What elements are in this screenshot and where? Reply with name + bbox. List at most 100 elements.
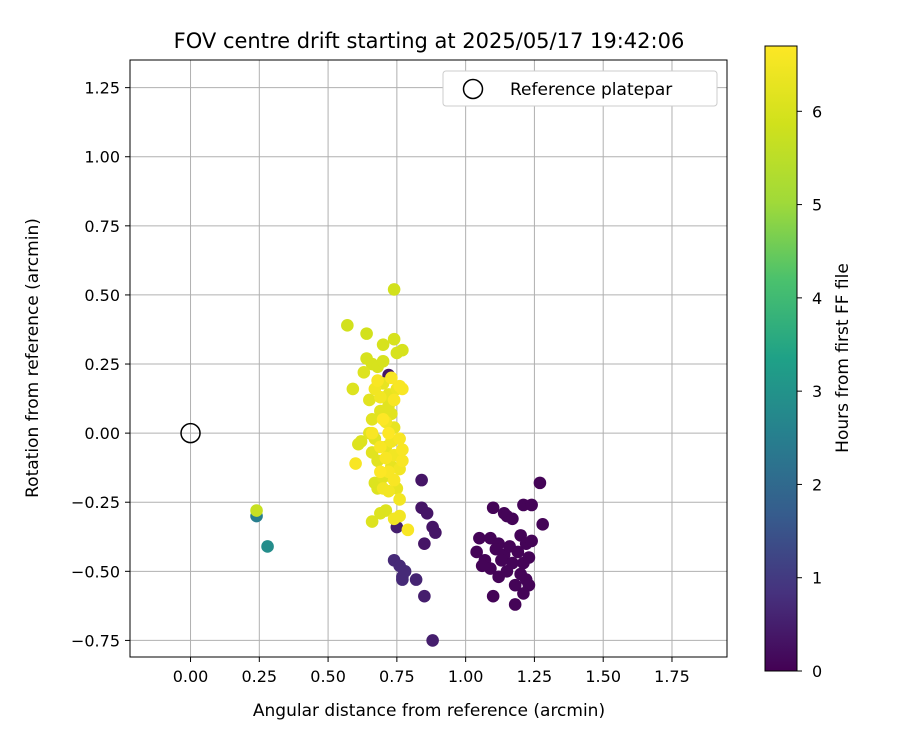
x-tick-label: 0.50: [310, 667, 346, 686]
data-point: [387, 393, 401, 407]
legend: Reference platepar: [442, 70, 718, 107]
data-point: [506, 556, 519, 570]
data-point: [365, 413, 379, 426]
data-point: [382, 426, 395, 440]
y-tick-label: −0.75: [71, 631, 120, 650]
plot-frame: [129, 59, 728, 658]
data-point: [261, 540, 274, 553]
y-axis-label: Rotation from reference (arcmin): [23, 218, 43, 498]
y-tick-label: 0.00: [84, 424, 120, 443]
data-point: [349, 457, 362, 470]
data-point: [376, 413, 390, 426]
data-point: [506, 512, 519, 526]
data-point: [429, 526, 442, 539]
y-tick-label: 1.00: [84, 148, 120, 167]
grid-lines: [130, 60, 727, 657]
colorbar-tick-label: 0: [812, 662, 822, 681]
data-point: [376, 338, 390, 351]
data-point: [374, 440, 387, 454]
data-point: [341, 319, 354, 332]
data-point: [398, 565, 412, 578]
colorbar-tick-label: 4: [812, 289, 822, 308]
y-tick-label: 0.75: [84, 217, 120, 236]
y-tick-label: 0.50: [84, 286, 120, 305]
data-point: [533, 476, 547, 490]
reference-marker: [180, 422, 201, 444]
data-point: [475, 559, 489, 573]
y-tick-label: −0.25: [71, 493, 120, 512]
x-tick-label: 1.25: [517, 667, 553, 686]
x-tick-label: 1.75: [654, 667, 690, 686]
data-point: [426, 634, 439, 647]
legend-marker: [462, 78, 484, 100]
colorbar-tick-label: 1: [812, 569, 822, 588]
data-point: [393, 493, 406, 506]
y-axis-ticks: 1.25 1.00 0.75 0.50 0.25 0.00 −0.25 −0.50 −0.75: [71, 79, 130, 650]
data-point: [486, 589, 500, 603]
data-point: [360, 327, 373, 340]
data-point: [250, 504, 263, 517]
data-point: [511, 545, 525, 559]
data-point: [382, 484, 395, 498]
data-point: [374, 390, 387, 404]
x-axis-ticks: 0.00 0.25 0.50 0.75 1.00 1.25 1.50 1.75: [173, 657, 690, 686]
reference-layer: [180, 422, 201, 444]
data-point: [396, 382, 409, 396]
data-point: [363, 393, 376, 407]
data-point: [374, 465, 387, 479]
x-tick-label: 1.50: [585, 667, 621, 686]
data-point: [396, 454, 409, 468]
y-tick-label: 1.25: [84, 79, 120, 98]
data-point: [352, 437, 365, 451]
data-point: [508, 598, 522, 611]
data-point: [495, 553, 508, 567]
data-point: [357, 366, 371, 379]
data-point: [420, 506, 434, 520]
data-point: [387, 512, 401, 526]
data-point: [473, 531, 486, 545]
data-point: [486, 501, 500, 515]
x-tick-label: 0.25: [241, 667, 277, 686]
data-point: [418, 589, 431, 603]
data-point: [536, 518, 549, 531]
colorbar-tick-label: 2: [812, 475, 822, 494]
colorbar-label: Hours from first FF file: [833, 263, 853, 453]
colorbar-ticks: 0 1 2 3 4 5 6: [797, 102, 822, 681]
data-point: [385, 371, 398, 385]
colorbar-gradient: [764, 45, 798, 672]
legend-box: [442, 70, 718, 107]
y-tick-label: 0.25: [84, 355, 120, 374]
data-point: [470, 545, 483, 559]
data-point: [379, 451, 393, 465]
data-point: [396, 443, 409, 457]
data-point: [415, 473, 428, 487]
colorbar-tick-label: 3: [812, 382, 822, 401]
colorbar-tick-label: 5: [812, 196, 822, 215]
data-point: [376, 354, 390, 368]
chart-title: FOV centre drift starting at 2025/05/17 …: [174, 29, 685, 53]
data-point: [508, 578, 522, 592]
data-point: [525, 498, 538, 512]
points-layer: [250, 283, 549, 647]
y-tick-label: −0.50: [71, 562, 120, 581]
data-point: [418, 537, 431, 550]
data-point: [387, 332, 401, 346]
data-point: [522, 551, 536, 564]
data-point: [365, 515, 379, 528]
data-point: [387, 283, 401, 296]
data-point: [365, 426, 379, 440]
data-point: [346, 382, 360, 396]
colorbar: 0 1 2 3 4 5 6 Hours from first FF file: [764, 45, 853, 681]
x-tick-label: 0.75: [379, 667, 415, 686]
data-point: [390, 346, 404, 360]
data-point: [371, 374, 384, 387]
data-point: [525, 534, 538, 548]
data-point: [401, 523, 415, 537]
x-tick-label: 1.00: [448, 667, 484, 686]
data-point: [517, 587, 530, 600]
data-point: [387, 473, 401, 487]
data-point: [409, 573, 423, 586]
data-point: [379, 504, 393, 517]
colorbar-tick-label: 6: [812, 102, 822, 121]
